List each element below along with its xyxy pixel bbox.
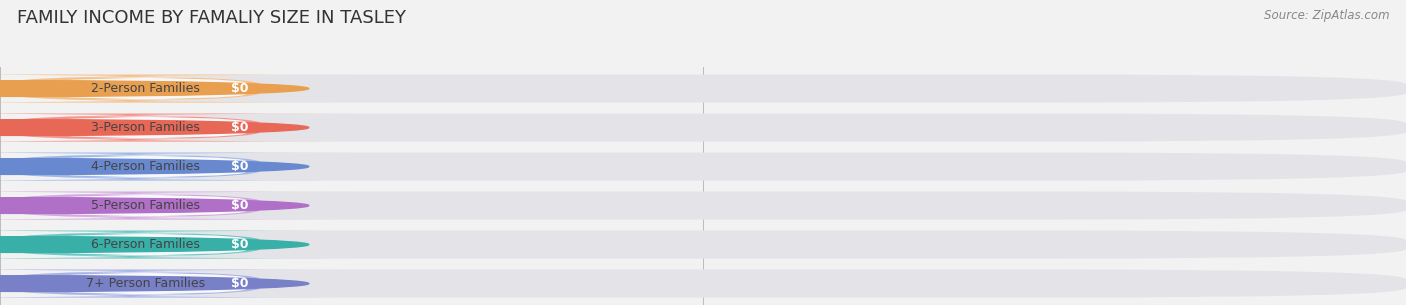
Text: 7+ Person Families: 7+ Person Families (86, 277, 205, 290)
FancyBboxPatch shape (0, 74, 1406, 102)
Text: 6-Person Families: 6-Person Families (91, 238, 200, 251)
Text: 2-Person Families: 2-Person Families (91, 82, 200, 95)
FancyBboxPatch shape (0, 270, 1406, 298)
FancyBboxPatch shape (0, 74, 352, 102)
Text: $0: $0 (232, 277, 249, 290)
FancyBboxPatch shape (0, 152, 1406, 181)
Circle shape (0, 198, 309, 214)
FancyBboxPatch shape (35, 77, 256, 100)
Text: $0: $0 (232, 82, 249, 95)
FancyBboxPatch shape (35, 272, 256, 295)
FancyBboxPatch shape (35, 194, 256, 217)
FancyBboxPatch shape (35, 116, 256, 139)
Text: $0: $0 (232, 121, 249, 134)
FancyBboxPatch shape (0, 152, 352, 181)
FancyBboxPatch shape (0, 113, 1406, 142)
Text: $0: $0 (232, 160, 249, 173)
Text: 5-Person Families: 5-Person Families (91, 199, 200, 212)
Text: 3-Person Families: 3-Person Families (91, 121, 200, 134)
Text: FAMILY INCOME BY FAMALIY SIZE IN TASLEY: FAMILY INCOME BY FAMALIY SIZE IN TASLEY (17, 9, 406, 27)
FancyBboxPatch shape (35, 233, 256, 256)
Text: $0: $0 (232, 238, 249, 251)
Text: Source: ZipAtlas.com: Source: ZipAtlas.com (1264, 9, 1389, 22)
Circle shape (0, 237, 309, 253)
Text: $0: $0 (232, 199, 249, 212)
FancyBboxPatch shape (35, 155, 256, 178)
Circle shape (0, 120, 309, 135)
FancyBboxPatch shape (0, 231, 1406, 259)
FancyBboxPatch shape (0, 192, 1406, 220)
FancyBboxPatch shape (0, 270, 352, 298)
Circle shape (0, 81, 309, 96)
Text: 4-Person Families: 4-Person Families (91, 160, 200, 173)
FancyBboxPatch shape (0, 113, 352, 142)
FancyBboxPatch shape (0, 192, 352, 220)
FancyBboxPatch shape (0, 231, 352, 259)
Circle shape (0, 276, 309, 291)
Circle shape (0, 159, 309, 174)
